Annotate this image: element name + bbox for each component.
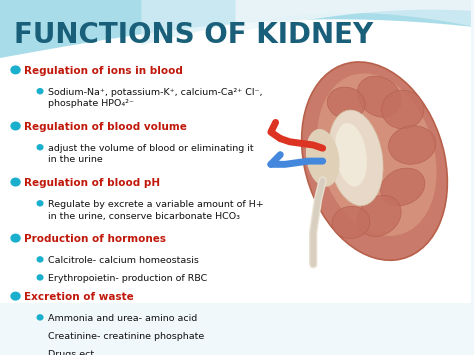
Text: Creatinine- creatinine phosphate: Creatinine- creatinine phosphate	[47, 332, 204, 341]
Text: Production of hormones: Production of hormones	[25, 234, 166, 244]
Ellipse shape	[10, 291, 21, 301]
Ellipse shape	[36, 200, 44, 207]
Ellipse shape	[327, 87, 365, 119]
Polygon shape	[236, 0, 471, 32]
Ellipse shape	[357, 195, 401, 236]
Ellipse shape	[332, 206, 370, 239]
Text: FUNCTIONS OF KIDNEY: FUNCTIONS OF KIDNEY	[14, 21, 374, 49]
Text: Ammonia and urea- amino acid: Ammonia and urea- amino acid	[47, 314, 197, 323]
Text: Regulation of blood pH: Regulation of blood pH	[25, 178, 161, 188]
Ellipse shape	[382, 90, 424, 129]
Ellipse shape	[306, 129, 339, 187]
Ellipse shape	[328, 110, 383, 206]
Ellipse shape	[36, 274, 44, 281]
Text: Regulate by excrete a variable amount of H+
in the urine, conserve bicarbonate H: Regulate by excrete a variable amount of…	[47, 200, 264, 220]
Ellipse shape	[10, 234, 21, 242]
Ellipse shape	[10, 65, 21, 75]
Text: Regulation of blood volume: Regulation of blood volume	[25, 122, 187, 132]
Ellipse shape	[357, 76, 401, 117]
Polygon shape	[0, 0, 471, 58]
Ellipse shape	[36, 256, 44, 263]
Ellipse shape	[381, 168, 425, 206]
Ellipse shape	[10, 121, 21, 131]
Ellipse shape	[301, 62, 447, 260]
Text: Excretion of waste: Excretion of waste	[25, 292, 134, 302]
Ellipse shape	[36, 350, 44, 355]
Ellipse shape	[36, 144, 44, 151]
FancyBboxPatch shape	[0, 0, 471, 322]
Text: Calcitrole- calcium homeostasis: Calcitrole- calcium homeostasis	[47, 256, 199, 265]
Text: Sodium-Na⁺, potassium-K⁺, calcium-Ca²⁺ Cl⁻,
phosphate HPO₄²⁻: Sodium-Na⁺, potassium-K⁺, calcium-Ca²⁺ C…	[47, 88, 262, 108]
FancyBboxPatch shape	[0, 303, 471, 322]
Ellipse shape	[335, 123, 367, 186]
Text: Erythropoietin- production of RBC: Erythropoietin- production of RBC	[47, 274, 207, 283]
Ellipse shape	[36, 332, 44, 339]
Ellipse shape	[36, 314, 44, 321]
Polygon shape	[141, 0, 471, 45]
Ellipse shape	[389, 126, 436, 164]
Ellipse shape	[10, 178, 21, 187]
Text: adjust the volume of blood or eliminating it
in the urine: adjust the volume of blood or eliminatin…	[47, 144, 253, 164]
Ellipse shape	[317, 73, 437, 236]
Text: Drugs ect: Drugs ect	[47, 350, 94, 355]
Ellipse shape	[36, 88, 44, 94]
Text: Regulation of ions in blood: Regulation of ions in blood	[25, 66, 183, 76]
